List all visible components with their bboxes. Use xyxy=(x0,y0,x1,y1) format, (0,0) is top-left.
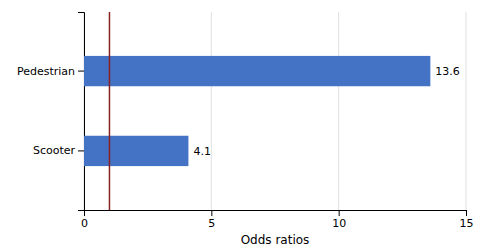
tick: Pedestrian xyxy=(17,65,84,78)
tick-mark xyxy=(466,210,467,216)
grid-line xyxy=(338,12,339,210)
value-axis: 0 5 10 15 xyxy=(81,210,474,230)
tick-label: Scooter xyxy=(33,144,76,157)
tick-mark xyxy=(78,150,84,151)
tick-mark xyxy=(339,210,340,216)
grid-line xyxy=(211,12,212,210)
bar xyxy=(84,56,430,86)
tick-mark xyxy=(78,71,84,72)
tick-label: 5 xyxy=(208,217,215,230)
x-axis-title: Odds ratios xyxy=(241,233,310,247)
chart: 0 5 10 15 Scooter Pedestrian 4.1 13.6 Odds ratio… xyxy=(0,0,500,252)
tick: 10 xyxy=(332,210,346,230)
bars xyxy=(84,12,430,210)
data-labels: 4.1 13.6 xyxy=(193,65,459,158)
bar xyxy=(84,136,188,166)
grid-line xyxy=(466,12,467,210)
tick-label: 0 xyxy=(81,217,88,230)
tick: 15 xyxy=(460,210,474,230)
plot: 0 5 10 15 Scooter Pedestrian 4.1 13.6 Odds ratio… xyxy=(17,12,474,247)
tick: 0 xyxy=(81,210,88,230)
axis-line xyxy=(85,211,467,217)
tick-label: 10 xyxy=(332,217,346,230)
tick: Scooter xyxy=(33,144,84,157)
tick-label: 15 xyxy=(460,217,474,230)
tick-label: Pedestrian xyxy=(17,65,75,78)
data-label: 13.6 xyxy=(435,65,460,78)
category-axis: Scooter Pedestrian xyxy=(17,13,85,211)
reference-line xyxy=(109,12,111,210)
grid xyxy=(84,12,466,210)
axis-line xyxy=(78,13,85,211)
tick: 5 xyxy=(208,210,215,230)
data-label: 4.1 xyxy=(193,145,211,158)
tick-mark xyxy=(211,210,212,216)
